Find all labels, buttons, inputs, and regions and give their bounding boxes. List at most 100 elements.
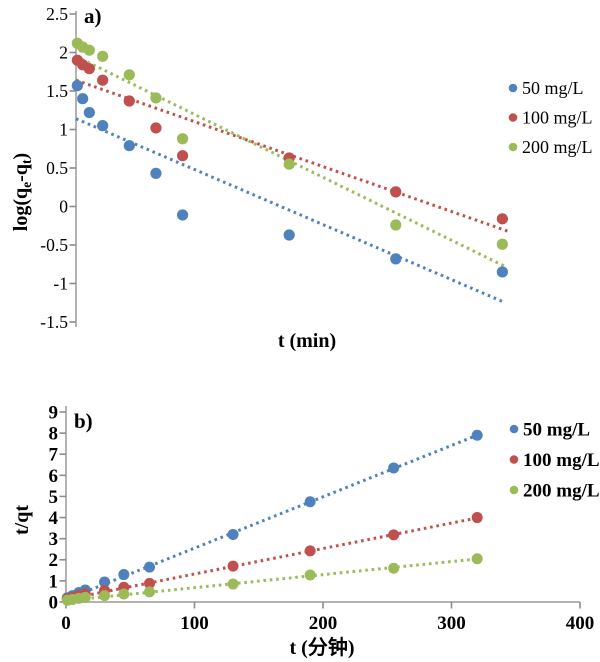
data-point-100-mg-l xyxy=(123,95,135,107)
legend-marker xyxy=(509,455,519,464)
x-tick-label: 0 xyxy=(61,613,71,634)
y-tick-label: 3 xyxy=(49,529,59,550)
y-tick-label: 1 xyxy=(59,119,68,139)
data-point-200-mg-l xyxy=(304,569,316,581)
data-point-50-mg-l xyxy=(390,253,402,265)
legend-item: 100 mg/L xyxy=(508,108,593,128)
data-point-200-mg-l xyxy=(79,591,91,603)
data-point-100-mg-l xyxy=(496,213,508,225)
data-point-100-mg-l xyxy=(83,63,95,75)
data-point-100-mg-l xyxy=(144,577,156,589)
data-point-50-mg-l xyxy=(388,462,400,474)
data-point-200-mg-l xyxy=(144,586,156,598)
x-tick-label: 200 xyxy=(309,613,338,634)
data-point-50-mg-l xyxy=(83,106,95,119)
x-tick-label: 400 xyxy=(566,613,595,634)
data-point-200-mg-l xyxy=(471,553,483,565)
data-point-200-mg-l xyxy=(83,44,95,56)
data-point-50-mg-l xyxy=(283,229,295,241)
y-tick-label: 0.5 xyxy=(46,158,68,178)
data-point-50-mg-l xyxy=(304,496,316,508)
y-tick-label: 2.5 xyxy=(46,4,68,24)
trendline-200-mg-l xyxy=(65,557,478,603)
data-point-200-mg-l xyxy=(150,92,162,104)
data-point-100-mg-l xyxy=(97,74,109,86)
legend-label: 100 mg/L xyxy=(523,450,600,471)
legend-marker xyxy=(508,113,518,122)
trendline-50-mg-l xyxy=(75,117,505,304)
data-point-200-mg-l xyxy=(118,588,130,600)
data-point-50-mg-l xyxy=(118,569,130,581)
data-point-100-mg-l xyxy=(227,560,239,572)
data-point-50-mg-l xyxy=(227,528,239,540)
data-point-200-mg-l xyxy=(388,562,400,574)
data-point-50-mg-l xyxy=(150,167,162,179)
y-tick-label: 2 xyxy=(49,550,59,571)
data-point-200-mg-l xyxy=(97,50,109,62)
data-point-200-mg-l xyxy=(123,69,135,81)
data-point-50-mg-l xyxy=(176,209,189,221)
y-tick-label: 8 xyxy=(49,424,59,445)
y-tick-label: -1 xyxy=(53,273,68,293)
legend-label: 200 mg/L xyxy=(523,480,600,501)
y-axis-title: t/qt xyxy=(11,505,33,535)
panel-label-b: b) xyxy=(74,409,93,433)
data-point-200-mg-l xyxy=(496,238,508,250)
y-tick-label: 2 xyxy=(59,42,68,62)
y-axis-title: log(qe-qt) xyxy=(10,153,34,231)
x-tick-label: 100 xyxy=(180,613,209,634)
y-tick-label: 9 xyxy=(49,402,59,423)
data-point-100-mg-l xyxy=(150,122,162,134)
legend-item: 50 mg/L xyxy=(508,78,584,98)
legend-a: 50 mg/L 100 mg/L 200 mg/L xyxy=(508,78,593,157)
y-tick-label: 6 xyxy=(49,466,59,487)
data-point-100-mg-l xyxy=(388,529,400,541)
data-point-50-mg-l xyxy=(144,561,156,573)
data-point-100-mg-l xyxy=(304,545,316,557)
legend-item: 100 mg/L xyxy=(509,450,600,471)
legend-label: 100 mg/L xyxy=(522,108,593,128)
data-point-50-mg-l xyxy=(496,266,508,278)
data-point-50-mg-l xyxy=(97,120,109,132)
x-axis-title: t (分钟) xyxy=(290,635,355,659)
y-tick-label: 4 xyxy=(49,508,59,529)
legend-b: 50 mg/L 100 mg/L 200 mg/L xyxy=(509,419,600,501)
data-point-200-mg-l xyxy=(227,578,239,590)
data-point-100-mg-l xyxy=(471,512,483,524)
legend-marker xyxy=(509,424,519,434)
data-point-50-mg-l xyxy=(123,140,135,152)
y-tick-label: 5 xyxy=(49,487,59,508)
data-point-200-mg-l xyxy=(176,133,189,145)
y-tick-label: -1.5 xyxy=(40,312,68,332)
data-point-200-mg-l xyxy=(390,219,402,231)
legend-label: 50 mg/L xyxy=(523,419,590,440)
data-point-50-mg-l xyxy=(71,80,83,92)
panel-a: 2.5 2 1.5 1 0.5 0 -0.5 -1 -1.5 a) t (min) log(qe-qt… xyxy=(10,4,593,352)
x-axis-title: t (min) xyxy=(278,330,336,352)
legend-label: 200 mg/L xyxy=(522,137,593,157)
legend-item: 50 mg/L xyxy=(509,419,590,440)
data-point-50-mg-l xyxy=(471,429,483,441)
legend-label: 50 mg/L xyxy=(522,78,584,98)
y-tick-label: 0 xyxy=(49,592,59,613)
data-point-200-mg-l xyxy=(99,590,111,602)
y-tick-label: 1 xyxy=(49,571,59,592)
x-tick-label: 300 xyxy=(437,613,466,634)
data-point-100-mg-l xyxy=(176,150,189,162)
data-point-200-mg-l xyxy=(283,158,295,170)
legend-item: 200 mg/L xyxy=(509,480,600,501)
panel-label-a: a) xyxy=(84,4,102,28)
y-tick-label: -0.5 xyxy=(40,235,68,255)
legend-marker xyxy=(508,142,518,152)
data-point-50-mg-l xyxy=(77,93,89,105)
y-tick-label: 7 xyxy=(49,445,59,466)
legend-marker xyxy=(509,485,519,495)
data-point-100-mg-l xyxy=(390,186,402,198)
y-tick-label: 0 xyxy=(59,196,68,216)
y-tick-label: 1.5 xyxy=(46,81,68,101)
legend-item: 200 mg/L xyxy=(508,137,593,157)
data-point-50-mg-l xyxy=(99,576,111,588)
